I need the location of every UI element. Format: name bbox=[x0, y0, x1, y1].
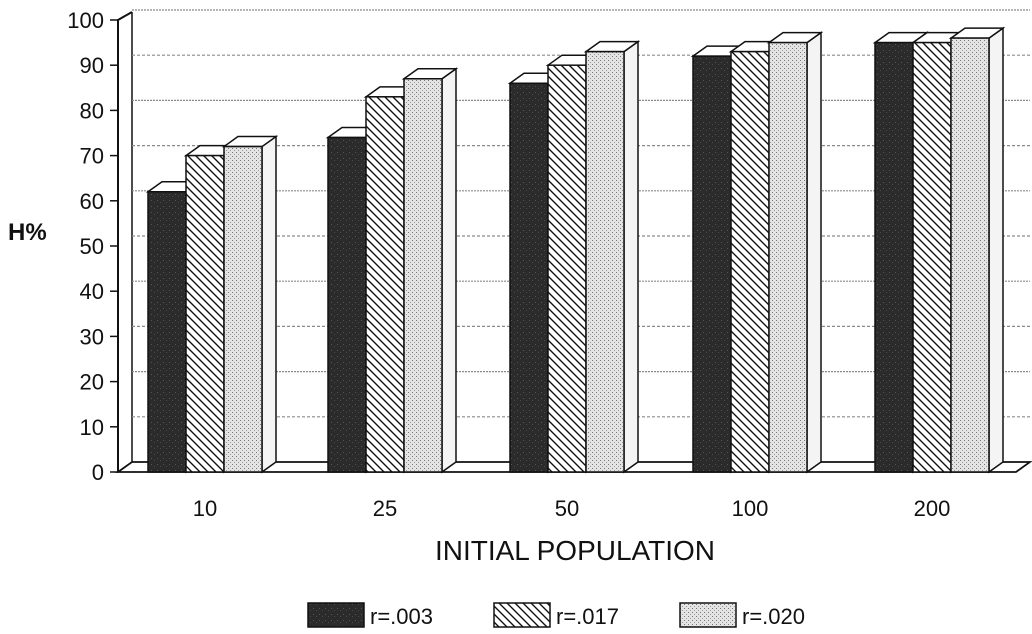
bar-front-face bbox=[874, 41, 914, 473]
bar-front-face bbox=[730, 50, 770, 473]
legend-swatch bbox=[679, 602, 737, 628]
x-tick-label: 100 bbox=[732, 496, 769, 521]
x-tick-label: 50 bbox=[555, 496, 579, 521]
y-tick-label: 80 bbox=[80, 98, 104, 123]
legend-swatch bbox=[307, 602, 365, 628]
legend: r=.003 r=.017 r=.020 bbox=[307, 602, 805, 629]
bar-front-face bbox=[692, 55, 732, 473]
bar-side-face bbox=[623, 40, 639, 474]
bar-side-face bbox=[806, 31, 822, 474]
x-tick-label: 200 bbox=[914, 496, 951, 521]
bar bbox=[583, 40, 641, 474]
bar bbox=[221, 135, 279, 474]
x-axis-ticks: 10 25 50 100 200 bbox=[193, 496, 951, 521]
bars bbox=[145, 26, 1006, 474]
bar-front-face bbox=[912, 41, 952, 473]
bar-front-face bbox=[365, 96, 405, 473]
x-tick-label: 25 bbox=[373, 496, 397, 521]
y-tick-label: 0 bbox=[92, 460, 104, 485]
bar-front-face bbox=[950, 37, 990, 473]
bar-front-face bbox=[403, 78, 443, 473]
bar-front-face bbox=[223, 145, 263, 473]
bar bbox=[401, 67, 459, 474]
bar bbox=[766, 31, 824, 474]
y-tick-label: 70 bbox=[80, 144, 104, 169]
legend-label: r=.017 bbox=[556, 604, 619, 629]
bar-front-face bbox=[585, 50, 625, 473]
bar-side-face bbox=[441, 67, 457, 474]
y-tick-label: 60 bbox=[80, 189, 104, 214]
legend-label: r=.020 bbox=[742, 604, 805, 629]
y-axis-title: H% bbox=[8, 219, 47, 246]
x-axis-title: INITIAL POPULATION bbox=[435, 535, 715, 566]
y-tick-label: 100 bbox=[67, 8, 104, 33]
y-tick-label: 50 bbox=[80, 234, 104, 259]
bar-side-face bbox=[988, 26, 1004, 474]
y-tick-label: 20 bbox=[80, 370, 104, 395]
y-axis-line bbox=[117, 11, 133, 472]
bar-side-face bbox=[261, 135, 277, 474]
legend-label: r=.003 bbox=[370, 604, 433, 629]
legend-item: r=.017 bbox=[493, 602, 619, 629]
y-tick-label: 90 bbox=[80, 53, 104, 78]
legend-item: r=.003 bbox=[307, 602, 433, 629]
bar-front-face bbox=[547, 64, 587, 473]
bar-front-face bbox=[185, 154, 225, 473]
x-tick-label: 10 bbox=[193, 496, 217, 521]
y-axis-ticks: 0 10 20 30 40 50 60 70 80 90 100 bbox=[67, 8, 118, 485]
legend-swatch bbox=[493, 602, 551, 628]
bar-front-face bbox=[768, 41, 808, 473]
bar bbox=[948, 26, 1006, 474]
legend-item: r=.020 bbox=[679, 602, 805, 629]
bar-front-face bbox=[147, 191, 187, 473]
bar-front-face bbox=[509, 82, 549, 473]
y-tick-label: 40 bbox=[80, 279, 104, 304]
y-tick-label: 10 bbox=[80, 415, 104, 440]
y-tick-label: 30 bbox=[80, 324, 104, 349]
bar-front-face bbox=[327, 136, 367, 473]
